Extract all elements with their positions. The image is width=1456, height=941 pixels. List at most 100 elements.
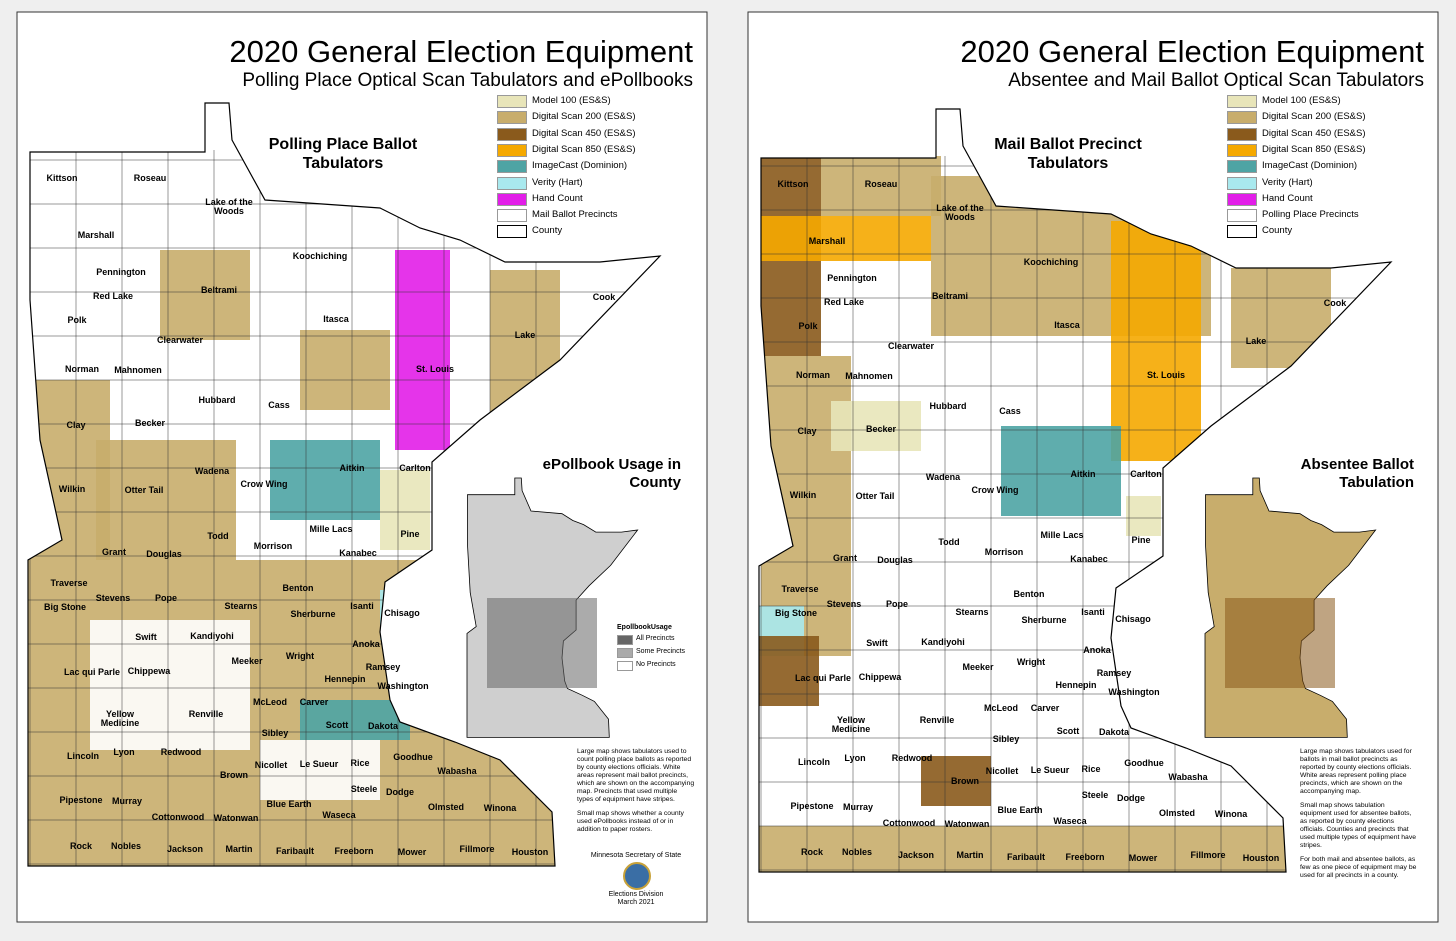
precinct-patch: [921, 756, 991, 806]
county-label: Winona: [1214, 809, 1248, 819]
county-label: Cass: [999, 406, 1021, 416]
county-label: Becker: [865, 424, 897, 434]
legend-swatch: [497, 111, 527, 125]
county-label: Stearns: [224, 601, 258, 611]
legend-label: Digital Scan 450 (ES&S): [532, 127, 636, 139]
legend-swatch: [497, 176, 527, 190]
note-text: Small map shows whether a county used eP…: [577, 810, 684, 833]
county-label: Renville: [188, 709, 224, 719]
precinct-patch: [160, 250, 250, 340]
county-label: Lyon: [113, 747, 135, 757]
county-label: Chippewa: [858, 672, 902, 682]
county-label: Sibley: [992, 734, 1020, 744]
county-label: Rock: [69, 841, 92, 851]
precinct-patch: [395, 250, 450, 450]
county-label: Pope: [885, 599, 908, 609]
county-label: Polk: [67, 315, 87, 325]
footer-line: Elections Division: [608, 891, 664, 898]
county-label: McLeod: [983, 703, 1018, 713]
legend-label: ImageCast (Dominion): [1262, 160, 1358, 172]
county-label: Fillmore: [459, 844, 495, 854]
precinct-patch: [90, 620, 250, 750]
county-label: Kittson: [46, 173, 78, 183]
county-label: Nobles: [110, 841, 141, 851]
county-label: Big Stone: [775, 608, 817, 618]
county-label: Scott: [1056, 726, 1080, 736]
county-label: Hubbard: [198, 395, 236, 405]
legend-swatch: [497, 127, 527, 141]
county-label: Ramsey: [365, 662, 401, 672]
legend-label: Verity (Hart): [532, 176, 583, 188]
county-label: Beltrami: [931, 291, 968, 301]
county-label: Ramsey: [1096, 668, 1132, 678]
state-outline: [27, 102, 662, 867]
county-label: Lake: [1245, 336, 1267, 346]
county-label: Washington: [377, 681, 429, 691]
county-label: Morrison: [984, 547, 1024, 557]
county-label: Norman: [795, 370, 830, 380]
inset-legend-label: All Precincts: [636, 635, 675, 642]
county-label: Watonwan: [944, 819, 990, 829]
county-label: Meeker: [231, 656, 263, 666]
county-label: Nobles: [841, 847, 872, 857]
county-label: Koochiching: [1023, 257, 1079, 267]
county-label: Douglas: [146, 549, 182, 559]
county-label: Clearwater: [156, 335, 204, 345]
county-label: Murray: [842, 802, 873, 812]
legend-swatch: [1227, 160, 1257, 174]
inset-legend-label: Some Precincts: [636, 648, 686, 655]
legend-label: Hand Count: [1262, 192, 1313, 204]
county-label: Wadena: [925, 472, 961, 482]
county-label: Cook: [592, 292, 616, 302]
county-label: Mille Lacs: [309, 524, 353, 534]
legend-swatch: [1227, 209, 1257, 223]
county-label: Stevens: [95, 593, 131, 603]
county-label: Isanti: [1081, 607, 1105, 617]
county-label: Hennepin: [324, 674, 366, 684]
county-label: Aitkin: [339, 463, 365, 473]
county-label: Wadena: [194, 466, 230, 476]
precinct-patch: [270, 440, 380, 520]
county-label: Freeborn: [334, 846, 374, 856]
county-label: Hubbard: [929, 401, 967, 411]
county-label: Brown: [220, 770, 248, 780]
county-label: Douglas: [877, 555, 913, 565]
county-label: Nicollet: [254, 760, 288, 770]
legend-swatch: [1227, 127, 1257, 141]
county-label: Mahnomen: [114, 365, 162, 375]
legend-label: Polling Place Precincts: [1262, 209, 1359, 221]
legend-label: ImageCast (Dominion): [532, 160, 628, 172]
county-label: Winona: [483, 803, 517, 813]
county-label: Freeborn: [1065, 852, 1105, 862]
county-label: Clay: [797, 426, 817, 436]
note-text: Large map shows tabulators used to count…: [577, 748, 695, 803]
county-label: Wabasha: [437, 766, 477, 776]
county-label: Redwood: [160, 747, 202, 757]
legend-label: County: [532, 225, 563, 237]
county-label: Benton: [1013, 589, 1045, 599]
county-label: Waseca: [322, 810, 356, 820]
county-label: Scott: [325, 720, 349, 730]
note-box: Large map shows tabulators used for ball…: [1300, 748, 1418, 886]
county-label: Grant: [832, 553, 857, 563]
county-label: Olmsted: [1158, 808, 1195, 818]
county-label: Otter Tail: [855, 491, 895, 501]
legend-swatch: [1227, 192, 1257, 206]
county-label: Stearns: [955, 607, 989, 617]
county-label: Faribault: [1006, 852, 1045, 862]
note-text: For both mail and absentee ballots, as f…: [1300, 856, 1417, 879]
county-label: Cottonwood: [882, 818, 936, 828]
legend-swatch: [1227, 176, 1257, 190]
county-label: Todd: [938, 537, 960, 547]
county-label: Carlton: [1130, 469, 1162, 479]
county-label: St. Louis: [1147, 370, 1185, 380]
county-label: Pine: [1131, 535, 1151, 545]
precinct-patch: [1001, 426, 1121, 516]
county-label: Chisago: [1115, 614, 1151, 624]
county-label: Wabasha: [1168, 772, 1208, 782]
county-label: Chisago: [384, 608, 420, 618]
county-label: Sherburne: [290, 609, 336, 619]
county-label: Red Lake: [823, 297, 865, 307]
county-label: Washington: [1108, 687, 1160, 697]
county-label: Morrison: [253, 541, 293, 551]
